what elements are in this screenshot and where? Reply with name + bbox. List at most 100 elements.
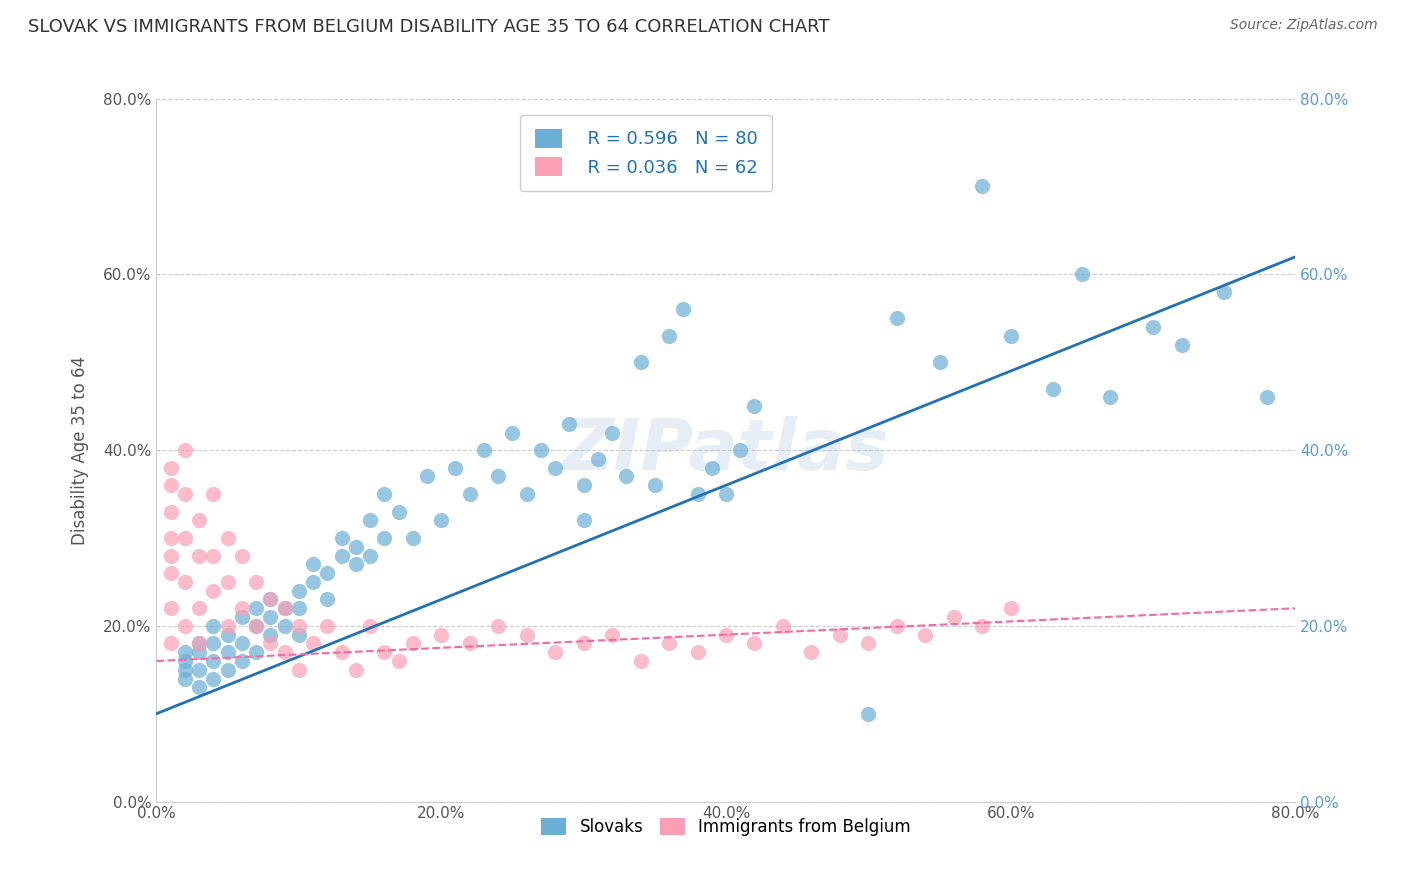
Point: [217, 663, 239, 677]
Point: [231, 654, 253, 668]
Point: [344, 540, 367, 554]
Y-axis label: Disability Age 35 to 64: Disability Age 35 to 64: [72, 356, 89, 545]
Point: [188, 549, 211, 563]
Point: [330, 645, 353, 659]
Point: [174, 531, 197, 545]
Point: [231, 610, 253, 624]
Point: [600, 425, 623, 440]
Point: [159, 478, 181, 492]
Point: [231, 549, 253, 563]
Point: [942, 610, 965, 624]
Point: [159, 531, 181, 545]
Point: [501, 425, 523, 440]
Point: [188, 681, 211, 695]
Point: [444, 460, 467, 475]
Point: [302, 574, 325, 589]
Point: [288, 583, 311, 598]
Point: [202, 549, 225, 563]
Point: [344, 558, 367, 572]
Point: [1142, 320, 1164, 334]
Point: [630, 654, 652, 668]
Point: [544, 460, 567, 475]
Point: [288, 627, 311, 641]
Point: [202, 487, 225, 501]
Point: [259, 592, 281, 607]
Point: [828, 627, 851, 641]
Point: [373, 531, 395, 545]
Point: [159, 636, 181, 650]
Point: [686, 487, 709, 501]
Point: [672, 302, 695, 317]
Point: [516, 627, 538, 641]
Point: [416, 469, 439, 483]
Point: [159, 505, 181, 519]
Point: [174, 619, 197, 633]
Point: [217, 531, 239, 545]
Point: [273, 601, 295, 615]
Point: [600, 627, 623, 641]
Point: [245, 619, 267, 633]
Point: [288, 619, 311, 633]
Point: [928, 355, 950, 369]
Point: [430, 627, 453, 641]
Point: [302, 558, 325, 572]
Point: [316, 619, 339, 633]
Point: [159, 601, 181, 615]
Point: [544, 645, 567, 659]
Point: [273, 601, 295, 615]
Point: [174, 443, 197, 458]
Point: [402, 531, 425, 545]
Point: [972, 619, 994, 633]
Point: [572, 513, 595, 527]
Point: [302, 636, 325, 650]
Point: [217, 574, 239, 589]
Point: [245, 619, 267, 633]
Point: [614, 469, 637, 483]
Point: [972, 179, 994, 194]
Point: [174, 574, 197, 589]
Point: [188, 601, 211, 615]
Point: [231, 601, 253, 615]
Point: [572, 636, 595, 650]
Point: [359, 619, 381, 633]
Point: [259, 610, 281, 624]
Point: [330, 531, 353, 545]
Point: [202, 654, 225, 668]
Point: [188, 513, 211, 527]
Point: [1256, 390, 1278, 404]
Point: [516, 487, 538, 501]
Point: [430, 513, 453, 527]
Point: [658, 636, 681, 650]
Point: [1042, 382, 1064, 396]
Point: [359, 513, 381, 527]
Point: [486, 619, 509, 633]
Point: [288, 601, 311, 615]
Point: [174, 672, 197, 686]
Point: [644, 478, 666, 492]
Text: Source: ZipAtlas.com: Source: ZipAtlas.com: [1230, 18, 1378, 32]
Point: [188, 645, 211, 659]
Point: [572, 478, 595, 492]
Point: [1070, 268, 1092, 282]
Point: [1000, 329, 1022, 343]
Point: [202, 636, 225, 650]
Point: [188, 636, 211, 650]
Point: [530, 443, 553, 458]
Point: [658, 329, 681, 343]
Point: [1000, 601, 1022, 615]
Text: ZIPatlas: ZIPatlas: [562, 416, 890, 484]
Point: [744, 399, 766, 413]
Point: [231, 636, 253, 650]
Point: [344, 663, 367, 677]
Point: [472, 443, 495, 458]
Point: [217, 645, 239, 659]
Point: [259, 636, 281, 650]
Point: [202, 619, 225, 633]
Point: [858, 706, 880, 721]
Point: [245, 601, 267, 615]
Point: [273, 645, 295, 659]
Point: [330, 549, 353, 563]
Point: [744, 636, 766, 650]
Point: [914, 627, 936, 641]
Point: [686, 645, 709, 659]
